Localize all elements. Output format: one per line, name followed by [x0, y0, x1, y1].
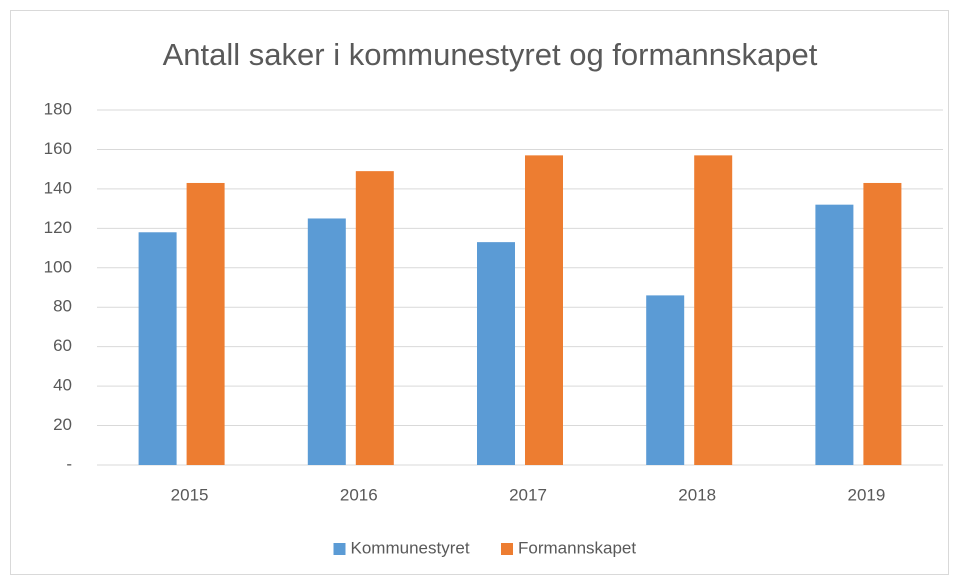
- y-tick-label: 180: [44, 99, 72, 118]
- legend-label: Formannskapet: [518, 538, 636, 557]
- bar: [646, 295, 685, 465]
- bar: [477, 242, 515, 465]
- x-tick-label: 2019: [847, 485, 885, 504]
- bar: [815, 204, 854, 465]
- y-tick-label: -: [66, 454, 72, 473]
- x-tick-label: 2015: [171, 485, 209, 504]
- y-tick-label: 100: [44, 257, 72, 276]
- y-tick-label: 60: [53, 336, 72, 355]
- y-tick-label: 80: [53, 297, 72, 316]
- chart-title: Antall saker i kommunestyret og formanns…: [163, 37, 818, 72]
- x-tick-label: 2017: [509, 485, 547, 504]
- legend-label: Kommunestyret: [351, 538, 470, 557]
- bar: [863, 182, 902, 465]
- bar: [355, 171, 394, 465]
- x-tick-label: 2016: [340, 485, 378, 504]
- bar: [138, 232, 177, 465]
- y-tick-label: 40: [53, 376, 72, 395]
- bar: [186, 182, 225, 465]
- y-tick-label: 20: [53, 415, 72, 434]
- x-tick-label: 2018: [678, 485, 716, 504]
- bar: [525, 155, 563, 465]
- y-tick-label: 120: [44, 218, 72, 237]
- legend-swatch: [501, 543, 513, 555]
- legend-swatch: [333, 543, 346, 555]
- y-tick-label: 140: [44, 178, 72, 197]
- bar: [694, 155, 733, 465]
- y-tick-label: 160: [44, 139, 72, 158]
- bar: [307, 218, 346, 465]
